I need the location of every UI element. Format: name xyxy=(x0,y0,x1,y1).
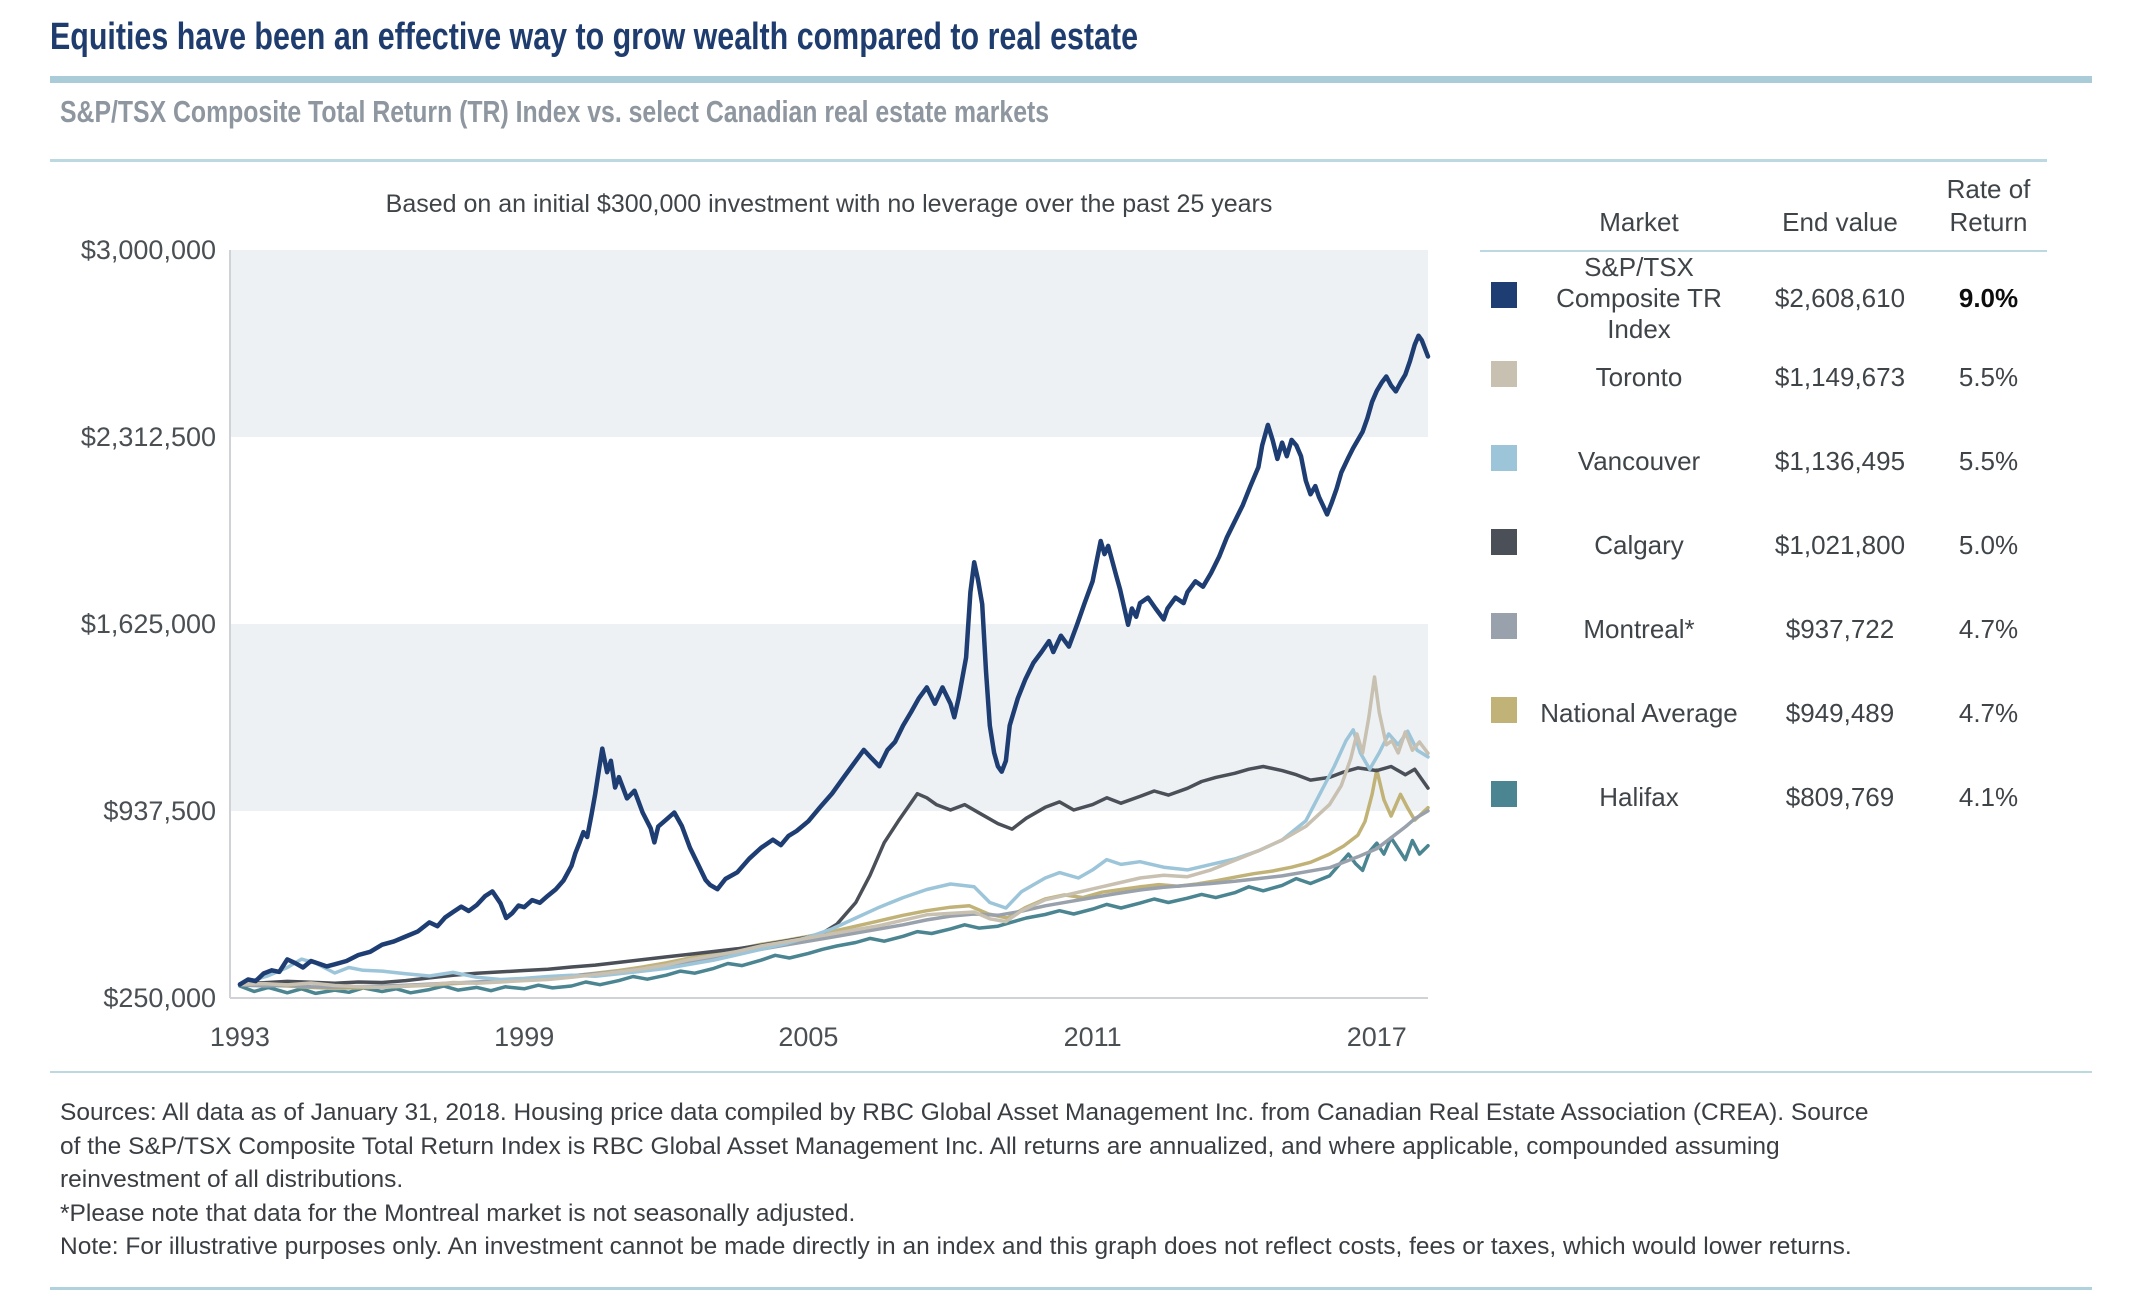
footer-line-montreal-note: *Please note that data for the Montreal … xyxy=(60,1199,856,1227)
end-value: $1,021,800 xyxy=(1774,530,1906,561)
rate-of-return: 5.5% xyxy=(1958,446,2019,477)
rate-of-return: 4.7% xyxy=(1958,698,2019,729)
legend-header-end-value: End value xyxy=(1782,206,1898,237)
page-title: Equities have been an effective way to g… xyxy=(50,16,1138,58)
series-color-swatch xyxy=(1491,781,1517,808)
series-color-swatch xyxy=(1491,697,1517,724)
legend-row: S&P/TSX Composite TR Index $2,608,610 9.… xyxy=(1480,252,2047,344)
series-color-swatch xyxy=(1491,282,1517,309)
legend-header-row: Market End value Rate of Return xyxy=(1480,162,2047,248)
footer-top-rule xyxy=(50,1071,2092,1073)
market-name: National Average xyxy=(1540,698,1738,729)
series-color-swatch xyxy=(1491,361,1517,388)
legend-table: Market End value Rate of Return S&P/TSX … xyxy=(1480,162,2047,812)
footer-sources: Sources: All data as of January 31, 2018… xyxy=(60,1096,1869,1264)
end-value: $1,149,673 xyxy=(1774,362,1906,393)
footer-line-disclaimer: Note: For illustrative purposes only. An… xyxy=(60,1233,1852,1260)
legend-row: Montreal* $937,722 4.7% xyxy=(1480,588,2047,672)
series-color-swatch xyxy=(1491,445,1517,472)
legend-row: National Average $949,489 4.7% xyxy=(1480,672,2047,756)
chart-canvas: $3,000,000 $2,312,500 $1,625,000 $937,500 $2… xyxy=(81,240,1431,1052)
svg-text:$3,000,000: $3,000,000 xyxy=(81,240,216,265)
legend-header-rate: Rate of Return xyxy=(1946,174,2031,237)
series-color-swatch xyxy=(1491,529,1517,556)
legend-row: Vancouver $1,136,495 5.5% xyxy=(1480,420,2047,504)
legend-header-underline xyxy=(1480,250,2047,252)
svg-text:$1,625,000: $1,625,000 xyxy=(81,609,216,639)
svg-text:1993: 1993 xyxy=(210,1022,270,1052)
rate-of-return: 4.1% xyxy=(1958,782,2019,813)
legend-row: Calgary $1,021,800 5.0% xyxy=(1480,504,2047,588)
end-value: $809,769 xyxy=(1785,782,1895,813)
legend-header-swatch-spacer xyxy=(1480,238,1528,248)
market-name: S&P/TSX Composite TR Index xyxy=(1556,252,1722,345)
svg-text:1999: 1999 xyxy=(494,1022,554,1052)
title-accent-rule xyxy=(50,76,2092,83)
end-value: $937,722 xyxy=(1785,614,1895,645)
market-name: Calgary xyxy=(1594,530,1684,561)
svg-text:$937,500: $937,500 xyxy=(103,796,216,826)
svg-text:$250,000: $250,000 xyxy=(103,983,216,1013)
footer-line: Sources: All data as of January 31, 2018… xyxy=(60,1099,1869,1126)
section-subtitle: S&P/TSX Composite Total Return (TR) Inde… xyxy=(60,94,1050,129)
rate-of-return: 5.0% xyxy=(1958,530,2019,561)
rate-of-return: 5.5% xyxy=(1958,362,2019,393)
legend-row: Toronto $1,149,673 5.5% xyxy=(1480,336,2047,420)
rate-of-return: 4.7% xyxy=(1958,614,2019,645)
subtitle-divider-rule xyxy=(50,159,2047,162)
market-name: Vancouver xyxy=(1577,446,1701,477)
legend-row: Halifax $809,769 4.1% xyxy=(1480,756,2047,840)
footer-line: of the S&P/TSX Composite Total Return In… xyxy=(60,1132,1780,1160)
end-value: $1,136,495 xyxy=(1774,446,1906,477)
market-name: Toronto xyxy=(1595,362,1683,393)
footer-line: reinvestment of all distributions. xyxy=(60,1166,404,1193)
market-name: Montreal* xyxy=(1583,614,1695,645)
market-name: Halifax xyxy=(1599,782,1679,813)
svg-text:2011: 2011 xyxy=(1064,1022,1122,1052)
end-value: $2,608,610 xyxy=(1774,283,1906,314)
series-color-swatch xyxy=(1491,613,1517,640)
svg-text:2017: 2017 xyxy=(1347,1022,1407,1052)
legend-rows: S&P/TSX Composite TR Index $2,608,610 9.… xyxy=(1480,252,2047,840)
rate-of-return: 9.0% xyxy=(1958,283,2019,314)
svg-text:$2,312,500: $2,312,500 xyxy=(81,422,216,452)
end-value: $949,489 xyxy=(1785,698,1895,729)
chart-note: Based on an initial $300,000 investment … xyxy=(385,190,1273,218)
svg-text:2005: 2005 xyxy=(778,1022,838,1052)
bottom-rule xyxy=(50,1287,2092,1290)
legend-header-market: Market xyxy=(1599,206,1679,237)
